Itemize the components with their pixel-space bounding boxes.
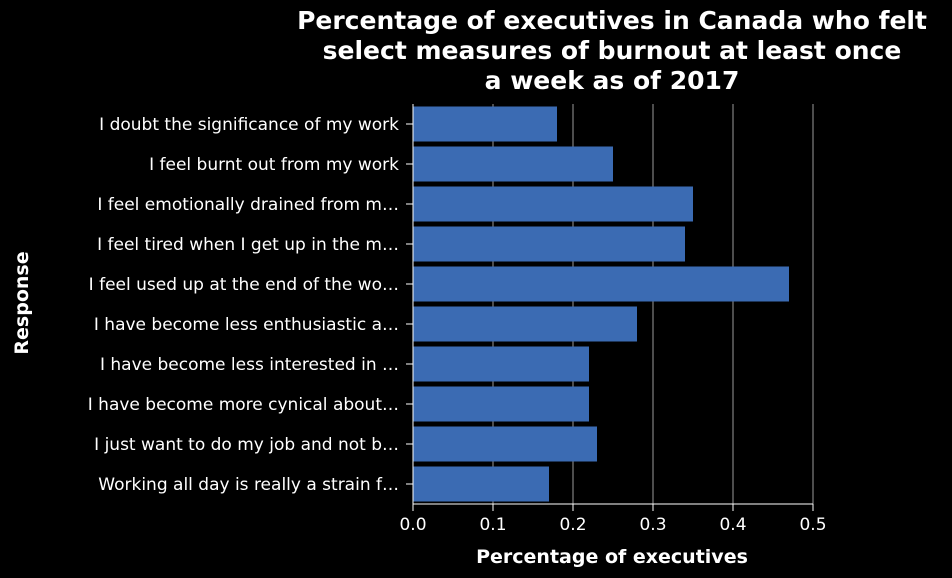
x-axis-title: Percentage of executives — [476, 546, 748, 568]
category-label-1: I feel burnt out from my work — [149, 155, 399, 175]
x-tick-label-1: 0.1 — [479, 515, 506, 535]
category-label-3: I feel tired when I get up in the m… — [97, 235, 399, 255]
bar-1 — [413, 146, 613, 182]
chart-title-line-3: a week as of 2017 — [485, 66, 740, 95]
x-tick-label-3: 0.3 — [639, 515, 666, 535]
category-label-0: I doubt the significance of my work — [99, 115, 399, 135]
bar-4 — [413, 266, 789, 302]
bar-7 — [413, 386, 589, 422]
x-tick-labels: 0.0 0.1 0.2 0.3 0.4 0.5 — [399, 515, 826, 535]
x-tick-label-5: 0.5 — [799, 515, 826, 535]
x-tick-label-2: 0.2 — [559, 515, 586, 535]
category-label-7: I have become more cynical about… — [88, 395, 399, 415]
category-label-6: I have become less interested in … — [100, 355, 399, 375]
category-label-2: I feel emotionally drained from m… — [97, 195, 399, 215]
category-label-9: Working all day is really a strain f… — [98, 475, 399, 495]
category-labels: I doubt the significance of my work I fee… — [88, 115, 399, 495]
chart-title-line-2: select measures of burnout at least once — [323, 36, 902, 65]
x-tick-label-0: 0.0 — [399, 515, 426, 535]
x-tick-label-4: 0.4 — [719, 515, 746, 535]
chart-title-line-1: Percentage of executives in Canada who f… — [297, 6, 927, 35]
bar-3 — [413, 226, 685, 262]
y-axis-title: Response — [11, 251, 33, 354]
bar-8 — [413, 426, 597, 462]
bars — [413, 106, 789, 502]
category-label-8: I just want to do my job and not b… — [94, 435, 399, 455]
bar-9 — [413, 466, 549, 502]
bar-2 — [413, 186, 693, 222]
axes — [406, 104, 814, 511]
bar-5 — [413, 306, 637, 342]
bar-6 — [413, 346, 589, 382]
bar-0 — [413, 106, 557, 142]
category-label-4: I feel used up at the end of the wo… — [89, 275, 399, 295]
chart-title: Percentage of executives in Canada who f… — [297, 6, 927, 95]
category-label-5: I have become less enthusiastic a… — [94, 315, 399, 335]
